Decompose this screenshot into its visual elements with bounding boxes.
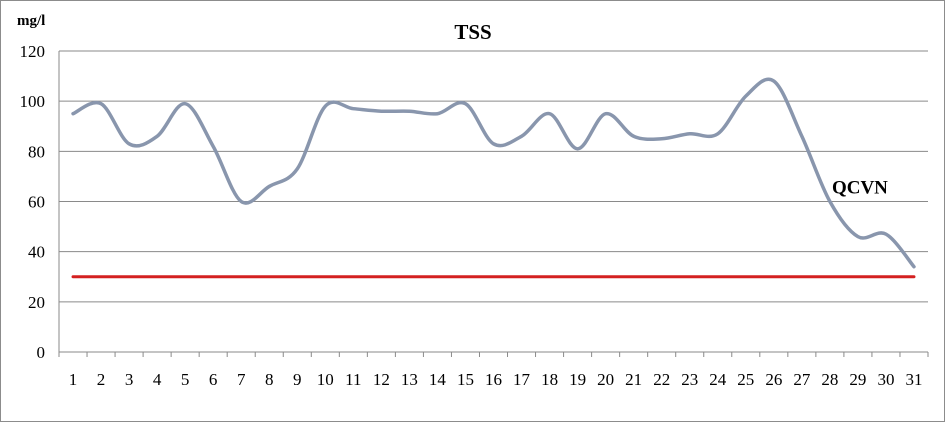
- y-tick-label-100: 100: [20, 92, 46, 111]
- series-lines: [71, 77, 916, 279]
- x-tick-label-3: 3: [125, 370, 134, 389]
- x-tick-label-29: 29: [849, 370, 866, 389]
- y-tick-label-0: 0: [37, 343, 46, 362]
- x-tick-label-4: 4: [153, 370, 162, 389]
- x-tick-label-5: 5: [181, 370, 190, 389]
- x-tick-label-20: 20: [597, 370, 614, 389]
- y-axis-unit-label: mg/l: [17, 13, 45, 29]
- x-tick-label-18: 18: [541, 370, 558, 389]
- x-tick-label-12: 12: [373, 370, 390, 389]
- x-tick-label-30: 30: [877, 370, 894, 389]
- x-tick-label-17: 17: [513, 370, 531, 389]
- x-tick-label-26: 26: [765, 370, 782, 389]
- y-tick-label-60: 60: [28, 193, 45, 212]
- x-tick-label-10: 10: [317, 370, 334, 389]
- axes: [58, 51, 929, 357]
- gridlines: [59, 50, 928, 303]
- x-tick-label-13: 13: [401, 370, 418, 389]
- x-tick-label-11: 11: [345, 370, 361, 389]
- y-tick-label-80: 80: [28, 142, 45, 161]
- x-tick-label-1: 1: [69, 370, 78, 389]
- x-tick-label-31: 31: [905, 370, 922, 389]
- x-tick-label-9: 9: [293, 370, 302, 389]
- x-tick-label-24: 24: [709, 370, 727, 389]
- x-tick-label-22: 22: [653, 370, 670, 389]
- y-tick-label-40: 40: [28, 243, 45, 262]
- x-tick-label-8: 8: [265, 370, 274, 389]
- tss-series-line: [71, 77, 916, 269]
- x-tick-label-27: 27: [793, 370, 811, 389]
- x-tick-label-14: 14: [429, 370, 447, 389]
- x-tick-label-16: 16: [485, 370, 502, 389]
- x-tick-label-19: 19: [569, 370, 586, 389]
- x-tick-label-15: 15: [457, 370, 474, 389]
- x-tick-label-28: 28: [821, 370, 838, 389]
- qcvn-annotation: QCVN: [832, 177, 888, 198]
- x-tick-label-7: 7: [237, 370, 246, 389]
- y-tick-label-120: 120: [20, 42, 46, 61]
- chart-title: TSS: [454, 20, 491, 44]
- x-tick-label-25: 25: [737, 370, 754, 389]
- x-tick-label-21: 21: [625, 370, 642, 389]
- x-tick-label-6: 6: [209, 370, 218, 389]
- x-tick-label-2: 2: [97, 370, 106, 389]
- y-tick-label-20: 20: [28, 293, 45, 312]
- x-tick-label-23: 23: [681, 370, 698, 389]
